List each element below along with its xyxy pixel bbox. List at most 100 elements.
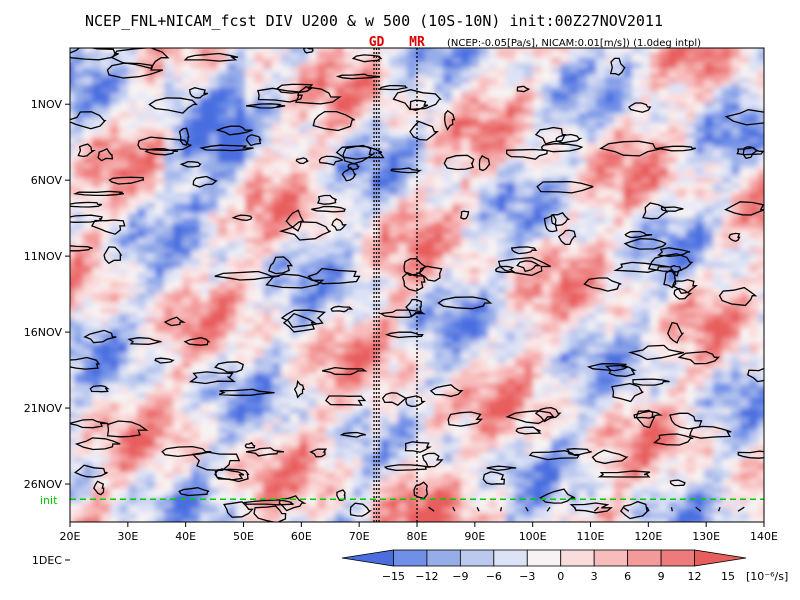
field-cell bbox=[119, 53, 129, 59]
field-cell bbox=[731, 183, 741, 189]
field-cell bbox=[695, 148, 705, 154]
field-cell bbox=[749, 253, 759, 259]
field-cell bbox=[308, 268, 318, 274]
field-cell bbox=[290, 188, 300, 194]
field-cell bbox=[245, 228, 255, 234]
field-cell bbox=[695, 88, 705, 94]
field-cell bbox=[524, 248, 534, 254]
field-cell bbox=[713, 73, 723, 79]
field-cell bbox=[713, 328, 723, 334]
field-cell bbox=[425, 148, 435, 154]
field-cell bbox=[362, 48, 372, 54]
field-cell bbox=[434, 78, 444, 84]
field-cell bbox=[587, 223, 597, 229]
field-cell bbox=[713, 93, 723, 99]
field-cell bbox=[425, 338, 435, 344]
field-cell bbox=[281, 163, 291, 169]
field-cell bbox=[335, 88, 345, 94]
field-cell bbox=[416, 108, 426, 114]
field-cell bbox=[209, 163, 219, 169]
field-cell bbox=[272, 108, 282, 114]
field-cell bbox=[605, 248, 615, 254]
field-cell bbox=[740, 308, 750, 314]
field-cell bbox=[713, 343, 723, 349]
field-cell bbox=[623, 113, 633, 119]
field-cell bbox=[326, 213, 336, 219]
field-cell bbox=[686, 238, 696, 244]
field-cell bbox=[722, 213, 732, 219]
field-cell bbox=[74, 68, 84, 74]
field-cell bbox=[632, 198, 642, 204]
field-cell bbox=[677, 83, 687, 89]
field-cell bbox=[119, 148, 129, 154]
field-cell bbox=[443, 338, 453, 344]
field-cell bbox=[101, 203, 111, 209]
field-cell bbox=[155, 163, 165, 169]
field-cell bbox=[119, 303, 129, 309]
field-cell bbox=[551, 183, 561, 189]
field-cell bbox=[713, 148, 723, 154]
field-cell bbox=[767, 183, 777, 189]
field-cell bbox=[758, 333, 764, 339]
field-cell bbox=[398, 108, 408, 114]
field-cell bbox=[182, 158, 192, 164]
field-cell bbox=[281, 103, 291, 109]
field-cell bbox=[605, 218, 615, 224]
field-cell bbox=[650, 178, 660, 184]
field-cell bbox=[668, 328, 678, 334]
field-cell bbox=[506, 248, 516, 254]
field-cell bbox=[668, 178, 678, 184]
field-cell bbox=[506, 48, 516, 54]
field-cell bbox=[722, 48, 732, 54]
field-cell bbox=[317, 133, 327, 139]
field-cell bbox=[389, 123, 399, 129]
field-cell bbox=[137, 153, 147, 159]
field-cell bbox=[524, 303, 534, 309]
field-cell bbox=[740, 348, 750, 354]
field-cell bbox=[551, 303, 561, 309]
field-cell bbox=[758, 88, 764, 94]
field-cell bbox=[470, 268, 480, 274]
field-cell bbox=[299, 203, 309, 209]
field-cell bbox=[272, 188, 282, 194]
field-cell bbox=[209, 108, 219, 114]
field-cell bbox=[299, 213, 309, 219]
field-cell bbox=[641, 258, 651, 264]
field-cell bbox=[686, 208, 696, 214]
field-cell bbox=[425, 118, 435, 124]
field-cell bbox=[722, 258, 732, 264]
field-cell bbox=[587, 188, 597, 194]
field-cell bbox=[146, 98, 156, 104]
field-cell bbox=[263, 313, 273, 319]
field-cell bbox=[209, 313, 219, 319]
field-cell bbox=[218, 88, 228, 94]
field-cell bbox=[443, 78, 453, 84]
field-cell bbox=[92, 183, 102, 189]
field-cell bbox=[398, 313, 408, 319]
field-cell bbox=[659, 318, 669, 324]
field-cell bbox=[650, 353, 660, 359]
field-cell bbox=[713, 273, 723, 279]
field-cell bbox=[596, 113, 606, 119]
field-cell bbox=[461, 293, 471, 299]
field-cell bbox=[731, 233, 741, 239]
field-cell bbox=[596, 203, 606, 209]
field-cell bbox=[299, 168, 309, 174]
field-cell bbox=[704, 183, 714, 189]
field-cell bbox=[470, 293, 480, 299]
field-cell bbox=[137, 308, 147, 314]
field-cell bbox=[659, 248, 669, 254]
field-cell bbox=[605, 298, 615, 304]
field-cell bbox=[497, 248, 507, 254]
field-cell bbox=[299, 173, 309, 179]
field-cell bbox=[272, 268, 282, 274]
field-cell bbox=[578, 243, 588, 249]
field-cell bbox=[614, 333, 624, 339]
field-cell bbox=[173, 118, 183, 124]
field-cell bbox=[596, 58, 606, 64]
field-cell bbox=[173, 108, 183, 114]
field-cell bbox=[128, 263, 138, 269]
field-cell bbox=[749, 103, 759, 109]
field-cell bbox=[632, 53, 642, 59]
field-cell bbox=[74, 258, 84, 264]
